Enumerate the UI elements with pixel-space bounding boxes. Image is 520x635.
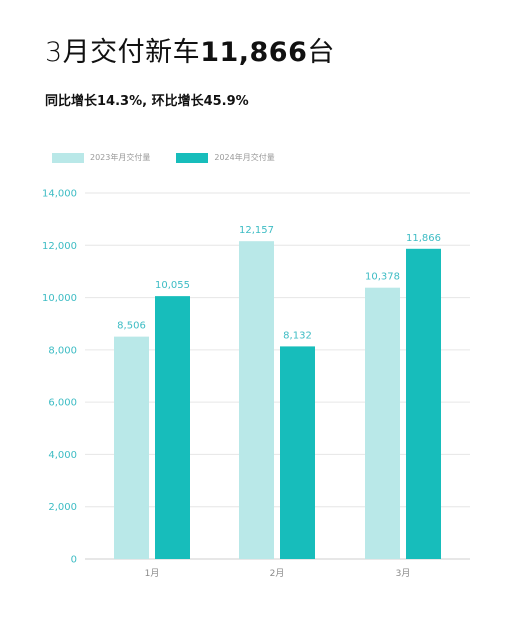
- title-prefix: 3月交付新车: [45, 37, 201, 68]
- y-tick-label: 10,000: [42, 293, 77, 304]
- y-tick-label: 6,000: [48, 398, 77, 409]
- x-tick-label: 1月: [145, 568, 160, 579]
- legend-swatch-2023: [52, 152, 84, 163]
- x-tick-label: 2月: [270, 568, 285, 579]
- bar: [155, 296, 190, 559]
- data-label: 8,506: [117, 321, 146, 332]
- legend-label-2024: 2024年月交付量: [214, 153, 275, 162]
- page-title: 3月交付新车11,866台: [45, 30, 335, 69]
- bar: [114, 336, 149, 559]
- data-label: 12,157: [239, 225, 274, 236]
- bar: [239, 241, 274, 560]
- x-tick-label: 3月: [396, 568, 411, 579]
- bar: [406, 248, 441, 559]
- y-tick-label: 8,000: [48, 345, 77, 356]
- page-subtitle: 同比增长14.3%, 环比增长45.9%: [45, 94, 249, 109]
- data-label: 8,132: [283, 330, 312, 341]
- legend-swatch-2024: [176, 152, 209, 163]
- y-tick-label: 0: [71, 555, 77, 566]
- chart-legend: 2023年月交付量 2024年月交付量: [52, 152, 275, 163]
- y-tick-label: 14,000: [42, 189, 77, 200]
- data-label: 11,866: [406, 233, 441, 244]
- bar: [365, 287, 400, 559]
- y-tick-label: 12,000: [42, 241, 77, 252]
- legend-item-2024: 2024年月交付量: [176, 152, 275, 163]
- y-tick-label: 4,000: [48, 450, 77, 461]
- title-number: 11,866: [200, 37, 308, 68]
- legend-item-2023: 2023年月交付量: [52, 152, 150, 163]
- data-label: 10,378: [365, 272, 400, 283]
- title-suffix: 台: [307, 37, 335, 68]
- data-label: 10,055: [155, 280, 190, 291]
- legend-label-2023: 2023年月交付量: [90, 153, 151, 162]
- y-tick-label: 2,000: [48, 502, 77, 513]
- bar: [280, 346, 315, 559]
